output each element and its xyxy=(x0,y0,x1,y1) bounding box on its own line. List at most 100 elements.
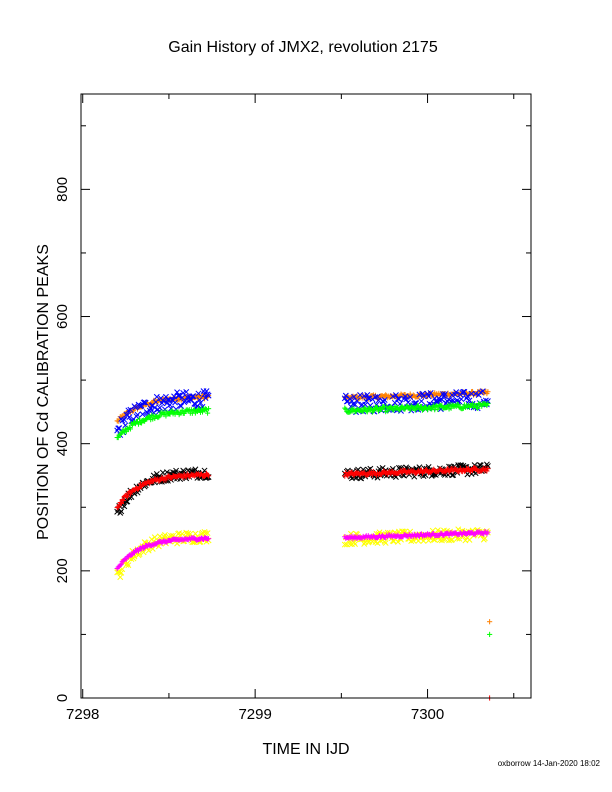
data-point xyxy=(346,540,353,547)
data-point xyxy=(403,396,410,403)
data-point xyxy=(367,465,374,472)
data-point xyxy=(120,497,126,504)
data-point xyxy=(420,393,427,399)
data-point xyxy=(450,472,457,478)
data-point xyxy=(119,496,125,503)
data-point xyxy=(423,467,430,473)
data-point xyxy=(203,388,210,395)
data-point xyxy=(202,530,209,537)
data-point xyxy=(138,420,145,426)
data-point xyxy=(139,411,146,418)
data-point xyxy=(383,392,389,398)
data-point xyxy=(161,531,168,538)
data-point xyxy=(205,392,212,399)
y-tick-label: 0 xyxy=(54,694,71,702)
data-point xyxy=(351,539,357,546)
data-point xyxy=(458,462,465,469)
y-tick-label: 800 xyxy=(54,177,71,202)
data-point xyxy=(126,414,133,421)
data-point xyxy=(342,392,349,399)
x-tick-label: 7299 xyxy=(238,706,271,723)
data-point xyxy=(369,396,376,403)
data-point xyxy=(170,469,177,476)
chart-title: Gain History of JMX2, revolution 2175 xyxy=(168,39,438,56)
data-point xyxy=(197,399,204,406)
axis-ticks: 0 200 400 600 800 7298 7299 7300 xyxy=(54,94,531,723)
data-point xyxy=(160,398,167,405)
data-point xyxy=(156,414,162,420)
data-point xyxy=(484,468,490,474)
isolated-point xyxy=(487,619,493,625)
data-point xyxy=(485,389,491,395)
data-point xyxy=(174,389,181,396)
data-point xyxy=(205,473,212,479)
data-point xyxy=(118,500,124,507)
data-point xyxy=(351,393,357,400)
data-point xyxy=(347,409,353,415)
plot-frame xyxy=(80,93,532,699)
data-point xyxy=(204,472,211,478)
data-point xyxy=(204,530,211,537)
data-point xyxy=(117,431,123,437)
data-point xyxy=(361,540,368,547)
y-tick-label: 200 xyxy=(54,558,71,583)
data-point xyxy=(434,527,441,534)
data-point xyxy=(190,393,197,400)
data-point xyxy=(431,536,438,543)
data-point xyxy=(204,410,211,416)
footer-stamp: oxborrow 14-Jan-2020 18:02 xyxy=(497,759,600,768)
data-point xyxy=(141,545,147,552)
data-point xyxy=(350,401,356,407)
data-point xyxy=(362,401,369,408)
data-point xyxy=(382,540,389,546)
data-point xyxy=(118,508,125,515)
data-point xyxy=(418,398,425,405)
data-point xyxy=(156,404,163,411)
data-point xyxy=(117,562,123,568)
data-point xyxy=(121,503,128,510)
data-marks xyxy=(114,388,493,701)
data-point xyxy=(469,468,476,474)
data-point xyxy=(136,416,143,422)
data-point xyxy=(121,416,128,423)
data-point xyxy=(370,407,377,414)
data-point xyxy=(458,396,465,403)
data-point xyxy=(427,390,434,396)
data-point xyxy=(435,406,441,412)
data-point xyxy=(117,574,124,581)
data-point xyxy=(127,491,134,497)
data-point xyxy=(145,547,152,554)
data-point xyxy=(389,393,396,400)
data-point xyxy=(114,505,120,511)
y-tick-label: 600 xyxy=(54,304,71,329)
data-point xyxy=(419,407,426,413)
data-point xyxy=(146,413,152,419)
data-point xyxy=(485,466,491,472)
data-point xyxy=(205,406,212,412)
data-point xyxy=(195,390,202,397)
data-point xyxy=(134,411,141,418)
data-point xyxy=(472,390,479,397)
data-point xyxy=(152,399,159,406)
data-point xyxy=(474,404,480,410)
data-point xyxy=(125,407,132,414)
data-point xyxy=(118,569,125,576)
data-point xyxy=(485,400,491,407)
data-point xyxy=(164,400,170,407)
data-point xyxy=(461,468,467,474)
data-point xyxy=(396,396,402,403)
data-point xyxy=(128,552,135,558)
data-point xyxy=(205,536,212,542)
data-point xyxy=(153,393,160,400)
data-point xyxy=(163,477,169,483)
data-point xyxy=(123,493,129,499)
data-point xyxy=(374,393,381,400)
data-point xyxy=(118,561,124,567)
data-point xyxy=(352,541,358,547)
data-point xyxy=(183,389,190,395)
isolated-point xyxy=(487,631,493,638)
data-point xyxy=(425,393,432,400)
y-axis-label: POSITION OF Cd CALIBRATION PEAKS xyxy=(35,244,52,540)
data-point xyxy=(352,401,358,408)
data-point xyxy=(168,405,174,412)
